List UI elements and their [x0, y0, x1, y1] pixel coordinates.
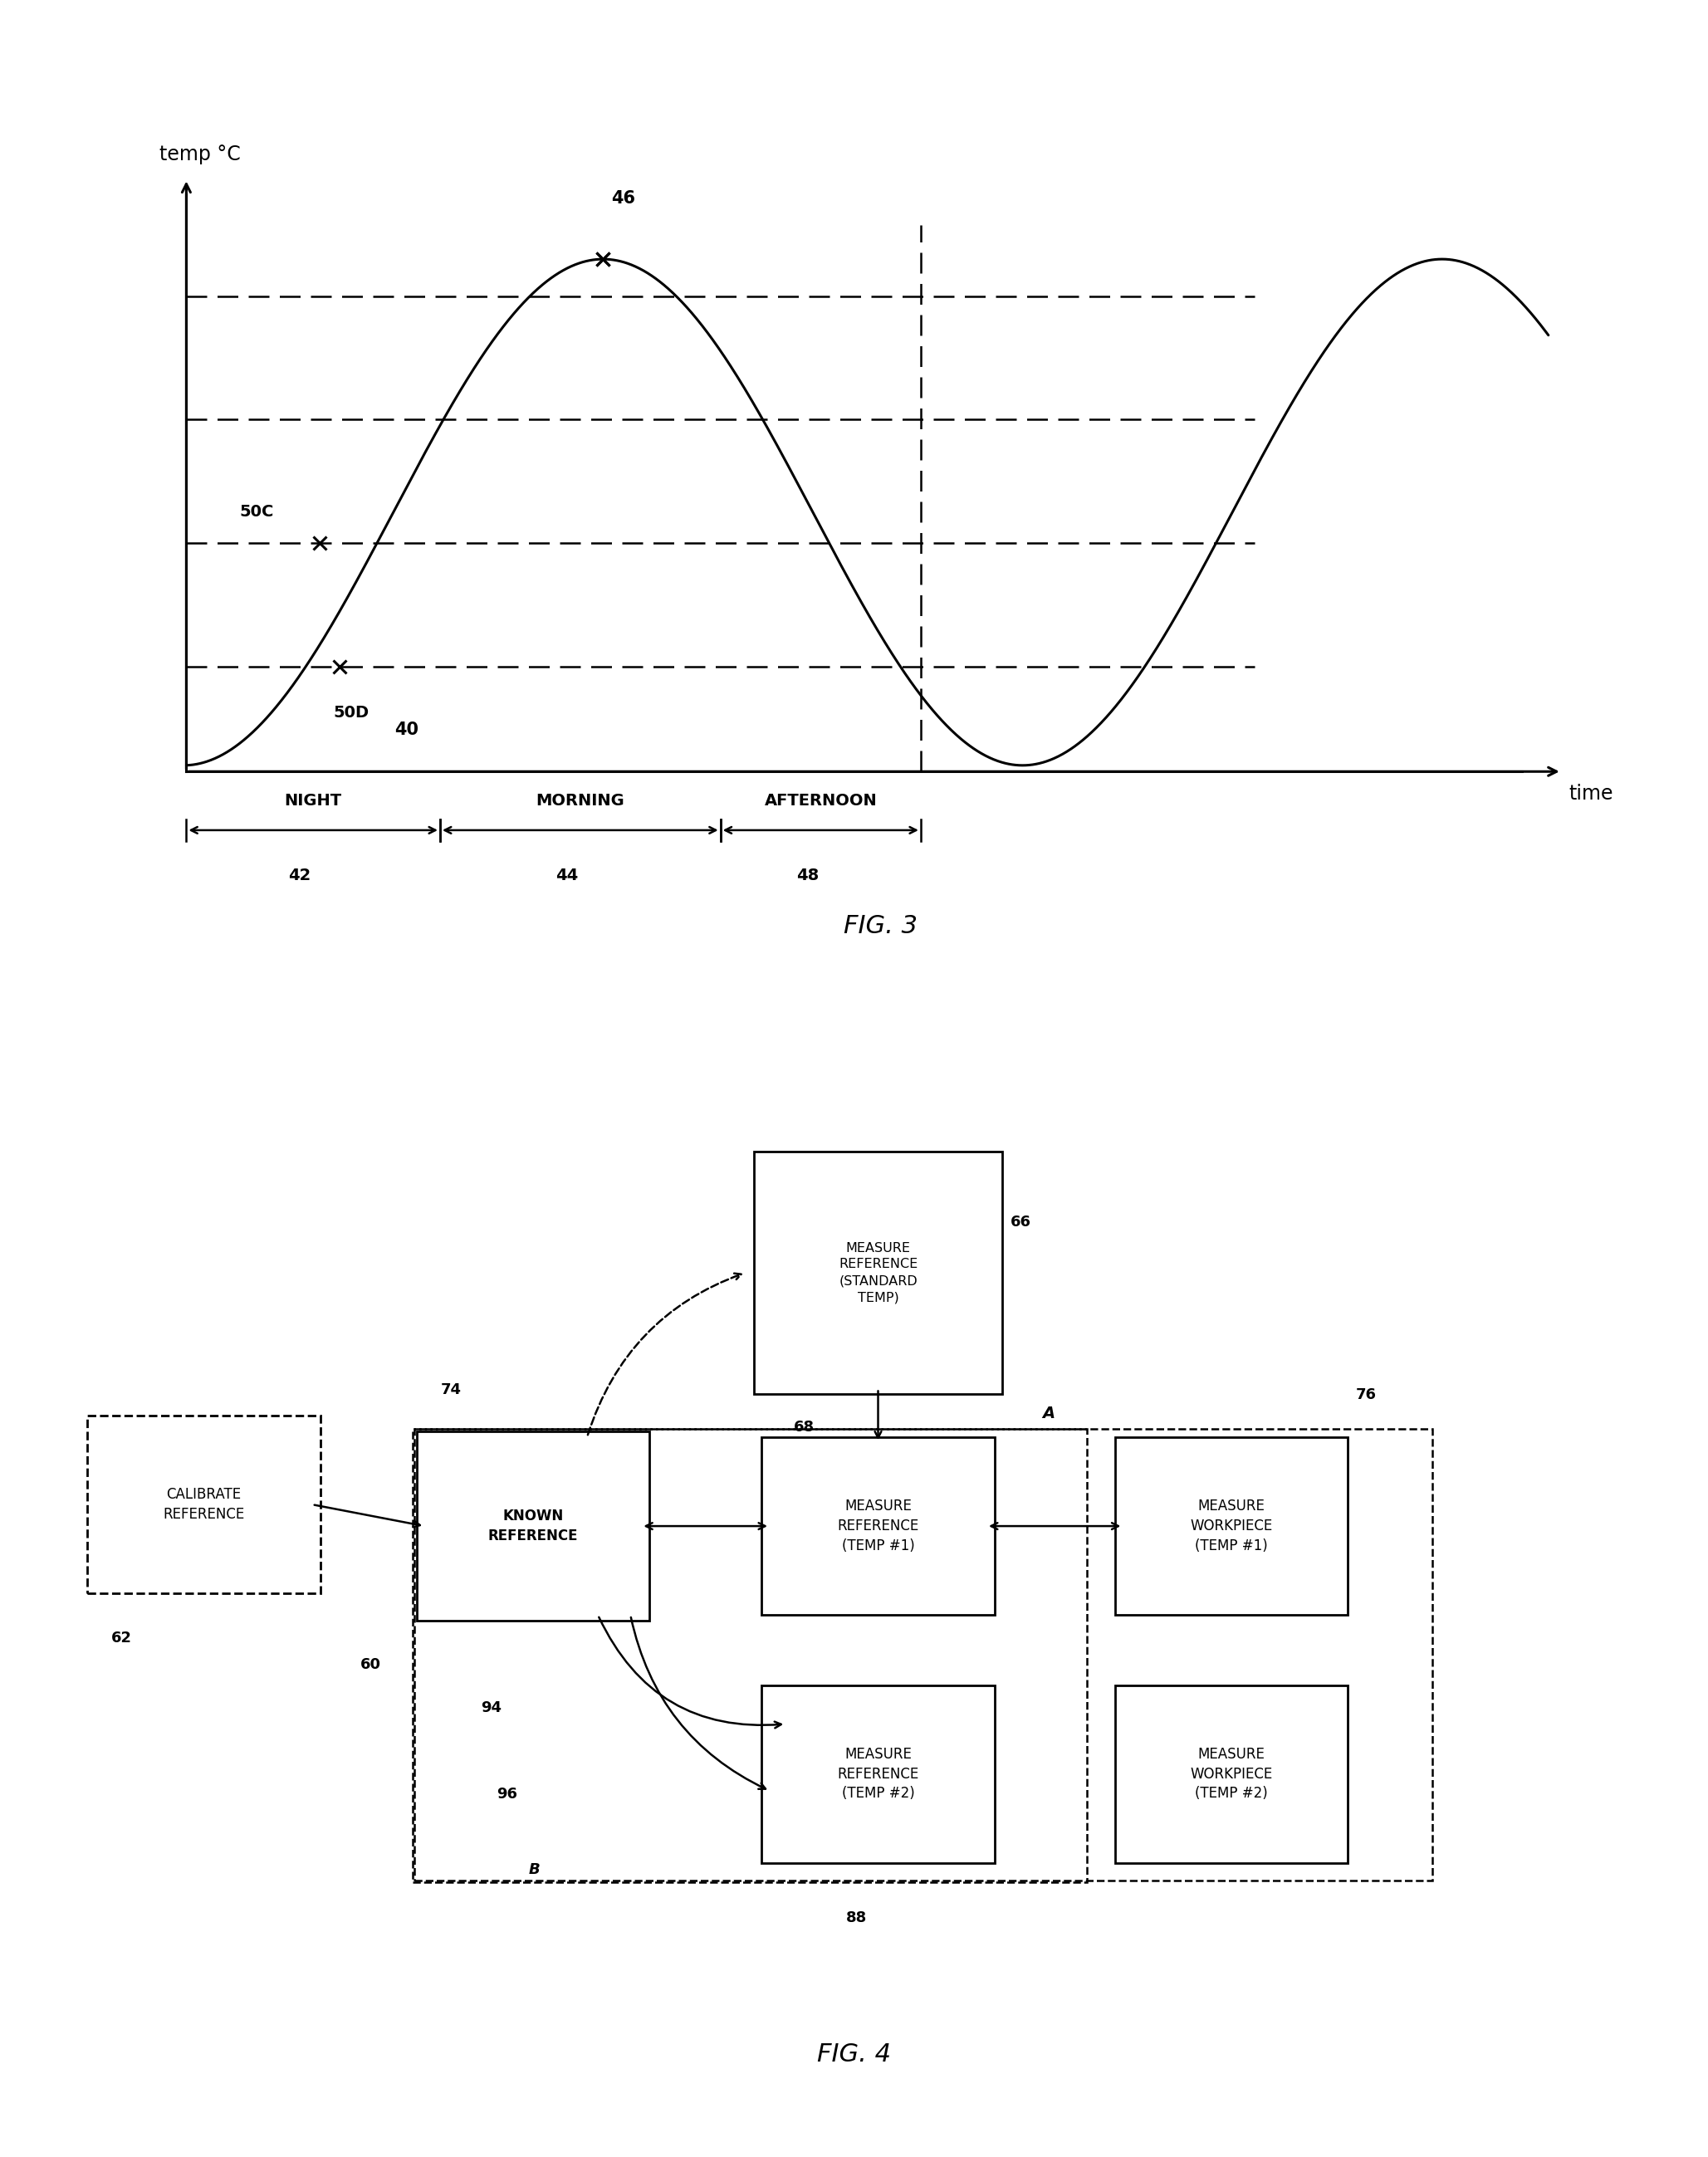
- Text: 48: 48: [796, 867, 818, 882]
- FancyBboxPatch shape: [762, 1437, 994, 1616]
- Text: MEASURE
WORKPIECE
(TEMP #1): MEASURE WORKPIECE (TEMP #1): [1190, 1499, 1272, 1553]
- Text: 68: 68: [794, 1419, 815, 1434]
- Text: 40: 40: [395, 720, 418, 738]
- Text: 96: 96: [497, 1786, 518, 1801]
- Text: FIG. 3: FIG. 3: [844, 915, 917, 938]
- Text: NIGHT: NIGHT: [285, 794, 342, 809]
- Text: 62: 62: [111, 1631, 132, 1646]
- Text: MEASURE
REFERENCE
(TEMP #2): MEASURE REFERENCE (TEMP #2): [837, 1747, 919, 1801]
- Text: MORNING: MORNING: [536, 794, 625, 809]
- FancyBboxPatch shape: [1115, 1685, 1348, 1864]
- Text: 50D: 50D: [333, 705, 369, 720]
- Text: temp °C: temp °C: [159, 145, 241, 164]
- FancyBboxPatch shape: [1115, 1437, 1348, 1616]
- Text: MEASURE
REFERENCE
(STANDARD
TEMP): MEASURE REFERENCE (STANDARD TEMP): [839, 1242, 917, 1303]
- FancyBboxPatch shape: [87, 1415, 319, 1594]
- Text: KNOWN
REFERENCE: KNOWN REFERENCE: [488, 1508, 577, 1544]
- Text: 42: 42: [289, 867, 311, 882]
- Text: MEASURE
WORKPIECE
(TEMP #2): MEASURE WORKPIECE (TEMP #2): [1190, 1747, 1272, 1801]
- Text: time: time: [1568, 783, 1612, 805]
- Text: B: B: [529, 1861, 540, 1877]
- FancyBboxPatch shape: [417, 1432, 649, 1620]
- Text: 74: 74: [441, 1383, 461, 1398]
- Text: CALIBRATE
REFERENCE: CALIBRATE REFERENCE: [162, 1486, 244, 1523]
- FancyBboxPatch shape: [762, 1685, 994, 1864]
- Text: 94: 94: [480, 1700, 502, 1715]
- Text: 76: 76: [1356, 1387, 1377, 1402]
- Text: 46: 46: [611, 190, 635, 207]
- Bar: [413, 1428, 1431, 1881]
- FancyBboxPatch shape: [753, 1152, 1003, 1393]
- Text: A: A: [1042, 1406, 1056, 1421]
- Bar: [412, 1428, 1086, 1881]
- Text: AFTERNOON: AFTERNOON: [763, 794, 876, 809]
- Text: 60: 60: [360, 1657, 381, 1672]
- Text: MEASURE
REFERENCE
(TEMP #1): MEASURE REFERENCE (TEMP #1): [837, 1499, 919, 1553]
- Text: 44: 44: [555, 867, 579, 882]
- Text: 50C: 50C: [239, 505, 273, 520]
- Text: FIG. 4: FIG. 4: [816, 2043, 892, 2066]
- Text: 88: 88: [845, 1911, 868, 1926]
- Text: 66: 66: [1011, 1214, 1032, 1229]
